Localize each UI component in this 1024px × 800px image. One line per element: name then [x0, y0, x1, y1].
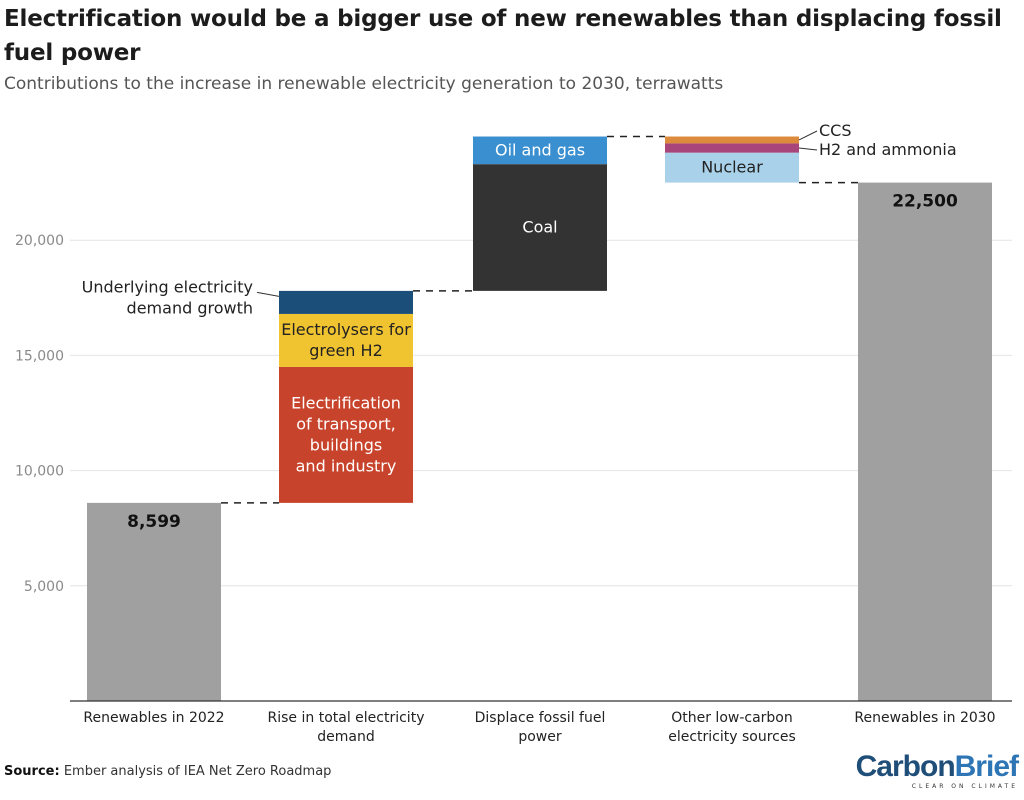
segment-label: Underlying electricity — [82, 277, 253, 296]
logo-tagline: CLEAR ON CLIMATE — [911, 783, 1018, 790]
bar-total — [87, 502, 221, 701]
bar-segment — [279, 313, 413, 367]
bar-segment — [279, 366, 413, 503]
label-leader-line — [256, 291, 280, 297]
x-category-label: electricity sources — [668, 729, 796, 745]
x-category-label: power — [518, 729, 562, 745]
segment-label: green H2 — [309, 341, 383, 360]
segment-label: Electrification — [291, 393, 401, 412]
y-tick-label: 15,000 — [15, 348, 64, 364]
source-note: Source: Ember analysis of IEA Net Zero R… — [4, 764, 331, 779]
x-category-label: Displace fossil fuel — [475, 710, 606, 726]
x-category-label: Other low-carbon — [671, 710, 793, 726]
bar-value-label: 8,599 — [127, 512, 181, 532]
logo-carbon: Carbon — [855, 750, 956, 783]
segment-label: Electrolysers for — [281, 320, 411, 339]
bar-value-label: 22,500 — [892, 192, 958, 212]
bar-segment — [279, 290, 413, 314]
bar-segment — [665, 143, 799, 153]
bar-segment — [665, 136, 799, 144]
chart-subtitle: Contributions to the increase in renewab… — [4, 74, 724, 94]
x-category-label: Renewables in 2022 — [83, 710, 224, 726]
bar-segment — [473, 164, 607, 291]
y-tick-label: 20,000 — [15, 233, 64, 249]
segment-label: demand growth — [127, 298, 253, 317]
segment-label: CCS — [819, 121, 852, 140]
x-category-label: Rise in total electricity — [268, 710, 425, 726]
segment-label: Coal — [522, 218, 557, 237]
logo-brief: Brief — [954, 750, 1019, 783]
source-text: Ember analysis of IEA Net Zero Roadmap — [63, 764, 332, 779]
label-leader-line — [798, 130, 818, 141]
chart-title: Electrification would be a bigger use of… — [4, 6, 1002, 66]
segment-label: Nuclear — [701, 158, 763, 177]
y-tick-label: 5,000 — [24, 579, 64, 595]
bar-segment — [473, 136, 607, 165]
segment-label: Oil and gas — [495, 140, 585, 159]
label-leader-line — [798, 147, 818, 151]
bar-segment — [665, 152, 799, 183]
segment-label: H2 and ammonia — [819, 140, 957, 159]
segment-label: and industry — [296, 456, 397, 475]
x-category-label: Renewables in 2030 — [854, 710, 995, 726]
segment-label: of transport, — [296, 414, 396, 433]
y-tick-label: 10,000 — [15, 464, 64, 480]
bar-total — [858, 182, 992, 702]
x-category-label: demand — [317, 729, 374, 745]
carbon-brief-logo: CarbonBrief CLEAR ON CLIMATE — [855, 750, 1019, 791]
source-label: Source: — [4, 764, 60, 779]
segment-label: buildings — [310, 435, 382, 454]
